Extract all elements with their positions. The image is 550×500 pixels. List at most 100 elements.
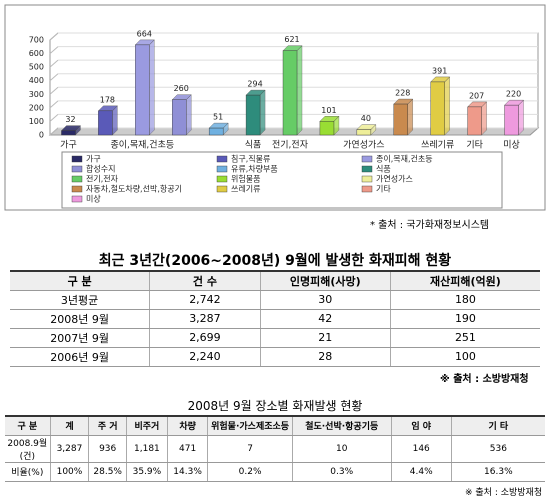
bar (245, 94, 261, 136)
data-label: 228 (395, 89, 410, 98)
table-cell: 건 수 (149, 270, 261, 291)
table-cell: 0.2% (207, 462, 293, 482)
legend-swatch (216, 165, 228, 173)
data-label: 664 (137, 29, 152, 38)
y-tick-label: 700 (29, 36, 44, 45)
data-label: 294 (247, 80, 262, 89)
table-cell: 100 (389, 347, 540, 367)
bar-side (186, 94, 192, 136)
table-cell: 임 야 (390, 415, 452, 436)
y-tick-label: 0 (39, 131, 44, 140)
bar (282, 50, 298, 136)
table-cell: 14.3% (166, 462, 208, 482)
y-tick-label: 300 (29, 90, 44, 99)
table-cell: 비율(%) (5, 462, 51, 482)
table-cell: 35.9% (126, 462, 168, 482)
grid-line (49, 127, 59, 136)
bar (135, 44, 150, 136)
table-cell: 2,699 (149, 328, 261, 348)
table-cell: 차량 (166, 415, 208, 436)
legend-label: 미상 (86, 194, 101, 204)
table-cell: 10 (291, 435, 392, 463)
note: ※ 출처 : 소방방재청 (465, 488, 543, 498)
legend-label: 합성수지 (86, 165, 115, 174)
table-cell: 3,287 (49, 435, 89, 463)
table-cell: 2,240 (149, 347, 261, 367)
bar-side (296, 45, 303, 136)
note: ※ 출처 : 소방방재청 (440, 374, 529, 385)
table-cell: 2007년 9월 (10, 328, 150, 348)
bar (504, 104, 519, 136)
y-tick-label: 600 (29, 49, 44, 58)
x-tick-label: 쓰레기류 (421, 140, 454, 151)
grid-line (49, 73, 59, 82)
table-cell: 21 (259, 328, 391, 348)
table-cell: 구 분 (5, 415, 51, 436)
x-tick-label: 미상 (503, 140, 520, 151)
table-row: 2006년 9월 2,240 28 100 (10, 347, 540, 367)
table-cell: 7 (207, 435, 293, 463)
legend-swatch (71, 185, 83, 193)
table-cell: 구 분 (10, 270, 150, 291)
table-cell: 536 (450, 435, 545, 463)
legend-box (61, 151, 503, 209)
chart: 0 100 200 300 400 500 600 700 가구 32 178 종이,목재,건초등 66… (4, 4, 546, 211)
table-cell: 190 (389, 309, 540, 329)
legend-swatch (71, 165, 83, 173)
legend-swatch (361, 175, 373, 183)
table-cell: 인명피해(사망) (259, 270, 391, 291)
table-cell: 30 (259, 290, 391, 310)
y-tick-label: 400 (29, 76, 44, 85)
legend-label: 유류,차량부품 (231, 164, 278, 174)
x-tick-label: 식품 (245, 140, 262, 151)
table-title: 2008년 9월 장소별 화재발생 현황 (187, 399, 363, 413)
table-cell: 위험물·가스제조소등 (207, 415, 293, 436)
data-label: 621 (284, 35, 299, 44)
legend-label: 식품 (376, 165, 391, 174)
table-cell: 16.3% (450, 462, 545, 482)
y-tick-label: 200 (29, 103, 44, 112)
legend-swatch (71, 195, 83, 203)
y-tick-label: 500 (29, 63, 44, 72)
legend-swatch (361, 185, 373, 193)
table-cell: 471 (166, 435, 208, 463)
table-cell: 146 (390, 435, 452, 463)
grid-line (49, 46, 59, 54)
table-cell: 철도·선박·항공기등 (291, 415, 392, 436)
table-cell: 251 (389, 328, 540, 348)
table-cell: 28 (259, 347, 391, 367)
bar (319, 121, 335, 136)
grid-line (49, 86, 59, 95)
data-label: 40 (361, 114, 371, 123)
table-row: 비율(%) 100% 28.5% 35.9% 14.3% 0.2% 0.3% 4.4% 16.3… (5, 462, 545, 482)
source: * 출처 : 국가화재정보시스템 (370, 220, 490, 231)
legend-swatch (361, 165, 373, 173)
data-label: 101 (321, 106, 336, 115)
legend-swatch (216, 185, 228, 193)
table-cell: 3년평균 (10, 290, 150, 310)
legend-swatch (361, 155, 373, 163)
bar (467, 106, 482, 136)
data-label: 32 (65, 115, 75, 124)
legend-label: 전기,전자 (86, 174, 119, 184)
bar (172, 99, 187, 136)
legend-label: 종이,목재,건초등 (376, 154, 433, 164)
bar-side (518, 99, 524, 136)
data-label: 207 (469, 91, 484, 100)
x-tick-label: 종이,목재,건초등 (110, 140, 174, 151)
legend-label: 쓰레기류 (231, 185, 260, 194)
table-cell: 42 (259, 309, 391, 329)
legend-label: 침구,직물류 (231, 154, 270, 164)
grid-line (49, 59, 59, 68)
legend-swatch (216, 155, 228, 163)
legend-label: 가구 (86, 155, 101, 164)
table-row: 2008년 9월 3,287 42 190 (10, 309, 540, 329)
x-tick-label: 전기,전자 (272, 140, 309, 151)
table-cell: 기 타 (450, 415, 545, 436)
table-cell: 100% (49, 462, 89, 482)
table-cell: 재산피해(억원) (389, 270, 540, 291)
bar (98, 110, 113, 136)
